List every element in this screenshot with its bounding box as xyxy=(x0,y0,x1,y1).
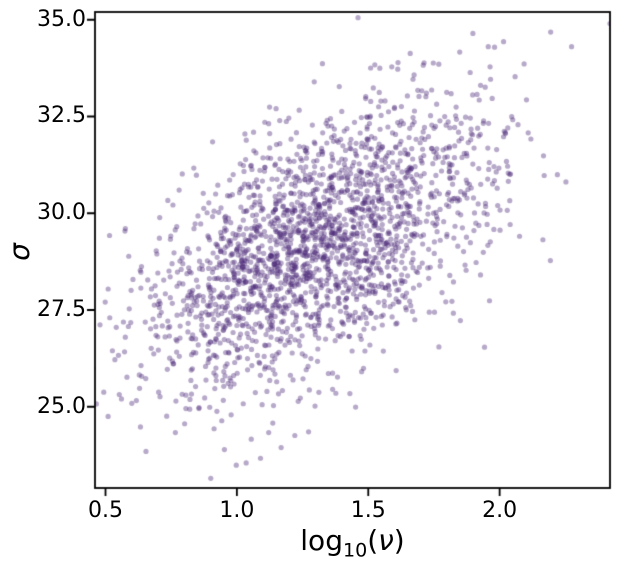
x-axis-label: log10(ν) xyxy=(95,524,610,562)
x-tick-label: 1.0 xyxy=(219,498,255,523)
xlabel-paren-open: ( xyxy=(367,524,379,557)
y-axis-label: σ xyxy=(3,243,36,261)
x-tick-label: 1.5 xyxy=(350,498,386,523)
x-tick-label: 2.0 xyxy=(482,498,518,523)
xlabel-sub: 10 xyxy=(342,539,368,562)
y-tick-label: 25.0 xyxy=(37,393,86,419)
y-tick-label: 30.0 xyxy=(37,200,86,226)
xlabel-variable: ν xyxy=(378,524,394,557)
xlabel-func: log xyxy=(300,524,343,557)
y-tick-label: 35.0 xyxy=(37,6,86,32)
xlabel-paren-close: ) xyxy=(393,524,405,557)
y-tick-label: 32.5 xyxy=(37,103,86,129)
y-tick-label: 27.5 xyxy=(37,296,86,322)
x-tick-label: 0.5 xyxy=(88,498,123,523)
